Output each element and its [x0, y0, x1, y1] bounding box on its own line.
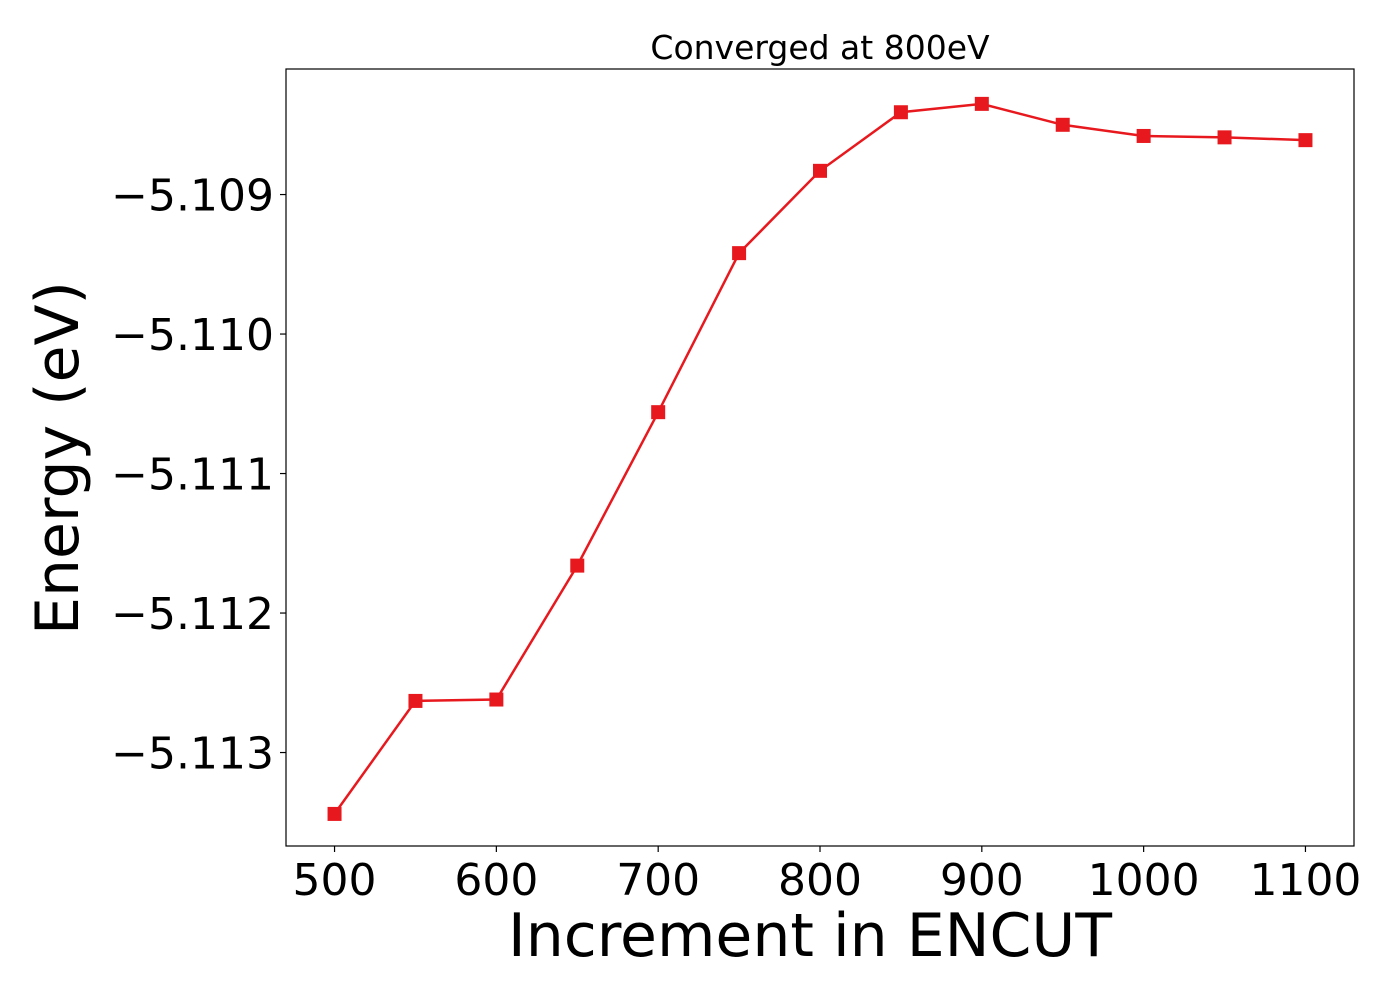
x-axis: 500 600 700 800 900 1000 1100 [293, 846, 1361, 906]
y-axis-label: Energy (eV) [23, 281, 93, 635]
x-tick-label: 900 [940, 855, 1024, 906]
plot-frame [285, 68, 1355, 847]
data-point [1055, 117, 1070, 132]
x-tick-label: 600 [454, 855, 538, 906]
data-point [1217, 130, 1232, 145]
data-point [327, 806, 342, 821]
data-point [651, 405, 666, 420]
y-tick-label: −5.109 [111, 171, 274, 222]
y-tick-label: −5.113 [111, 729, 274, 780]
series-line [333, 102, 1306, 815]
data-point [1298, 133, 1313, 148]
y-tick-label: −5.112 [111, 589, 274, 640]
data-point [1136, 128, 1151, 143]
data-point [570, 558, 585, 573]
chart-title: Converged at 800eV [650, 28, 990, 67]
data-point [893, 105, 908, 120]
series-plot [327, 96, 1313, 821]
x-tick-label: 1100 [1249, 855, 1361, 906]
data-point [974, 96, 989, 111]
x-tick-label: 800 [778, 855, 862, 906]
data-point [813, 163, 827, 178]
y-tick-label: −5.111 [111, 450, 274, 501]
x-tick-label: 1000 [1088, 855, 1200, 906]
x-tick-label: 700 [616, 855, 700, 906]
y-tick-label: −5.110 [111, 310, 274, 361]
x-tick-label: 500 [293, 855, 377, 906]
data-point [732, 246, 747, 261]
x-axis-label: Increment in ENCUT [508, 901, 1112, 971]
data-point [408, 693, 423, 708]
data-point [489, 692, 504, 707]
y-axis: −5.109 −5.110 −5.111 −5.112 −5.113 [111, 171, 286, 780]
